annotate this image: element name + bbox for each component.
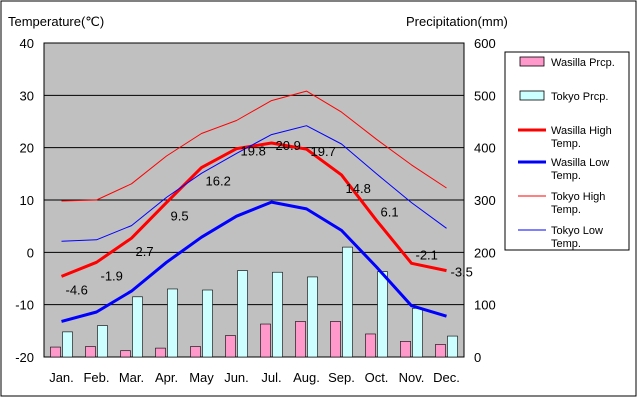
x-tick-label: Apr. (155, 370, 178, 385)
precip-bar (365, 333, 376, 358)
legend-label: Temp. (551, 170, 581, 182)
temp-data-label: 16.2 (206, 174, 231, 189)
temp-data-label: -3.5 (451, 265, 473, 280)
x-tick-label: Aug. (293, 370, 320, 385)
precip-bar (202, 289, 213, 358)
legend: Wasilla Prcp.Tokyo Prcp.Wasilla HighTemp… (518, 56, 615, 250)
right-axis-ticks: 600 500 400 300 200 100 0 (474, 36, 496, 365)
legend-swatch (519, 56, 545, 67)
legend-label: Tokyo High (551, 191, 605, 203)
right-tick-label: 100 (474, 298, 496, 313)
precip-bar (260, 323, 271, 358)
temp-data-label: -1.9 (101, 268, 123, 283)
precip-bar (400, 340, 411, 358)
gridlines (44, 94, 464, 306)
temp-line (61, 90, 447, 202)
precip-bar (377, 271, 388, 358)
x-axis-ticks: Jan. Feb. Mar. Apr. May Jun. Jul. Aug. Sep. Oct. N… (49, 370, 460, 385)
left-tick-label: 30 (20, 88, 34, 103)
precip-bar (295, 321, 306, 358)
x-tick-label: Mar. (119, 370, 144, 385)
x-tick-label: Jun. (224, 370, 249, 385)
precip-bar (190, 346, 201, 358)
left-tick-label: 10 (20, 193, 34, 208)
precip-bar (50, 346, 61, 358)
left-tick-label: -10 (15, 298, 34, 313)
precip-bar (120, 350, 131, 358)
legend-label: Temp. (551, 238, 581, 250)
temperature-lines (60, 90, 447, 323)
right-tick-label: 200 (474, 245, 496, 260)
temp-line (61, 125, 447, 242)
x-tick-label: Dec. (433, 370, 460, 385)
precip-bar (85, 346, 96, 358)
x-tick-label: May (189, 370, 214, 385)
temp-data-label: 14.8 (346, 181, 371, 196)
precip-bar (412, 308, 423, 358)
legend-label: Wasilla High (551, 125, 612, 137)
legend-label: Wasilla Prcp. (551, 57, 615, 69)
precip-bar (62, 331, 73, 358)
precip-bar (237, 270, 248, 358)
precipitation-bars (50, 246, 458, 358)
right-axis-title: Precipitation(mm) (406, 14, 508, 29)
x-tick-label: Oct. (365, 370, 389, 385)
precip-bar (97, 325, 108, 358)
right-tick-label: 600 (474, 36, 496, 51)
right-tick-label: 500 (474, 88, 496, 103)
temp-data-label: 2.7 (136, 244, 154, 259)
legend-label: Temp. (551, 138, 581, 150)
x-tick-label: Nov. (399, 370, 425, 385)
temp-data-label: 19.8 (241, 144, 266, 159)
legend-swatch (519, 90, 545, 101)
left-tick-label: -20 (15, 350, 34, 365)
legend-label: Temp. (551, 204, 581, 216)
temp-line (60, 141, 447, 278)
temp-data-label: 19.7 (311, 144, 336, 159)
left-tick-label: 40 (20, 36, 34, 51)
right-tick-label: 0 (474, 350, 481, 365)
temp-data-label: -2.1 (416, 247, 438, 262)
precip-bar (342, 246, 353, 358)
temp-data-label: -4.6 (66, 282, 88, 297)
left-axis-title: Temperature(℃) (8, 14, 104, 29)
precip-bar (155, 347, 166, 358)
legend-label: Tokyo Prcp. (551, 91, 608, 103)
x-tick-label: Jul. (261, 370, 281, 385)
x-tick-label: Sep. (328, 370, 355, 385)
precip-bar (330, 321, 341, 358)
legend-label: Tokyo Low (551, 225, 603, 237)
precip-bar (272, 271, 283, 358)
precip-bar (447, 335, 458, 358)
right-tick-label: 300 (474, 193, 496, 208)
temp-data-label: 9.5 (171, 209, 189, 224)
left-tick-label: 20 (20, 141, 34, 156)
precip-bar (132, 296, 143, 358)
precip-bar (307, 276, 318, 358)
temp-data-label: 20.9 (276, 138, 301, 153)
right-tick-label: 400 (474, 141, 496, 156)
precip-bar (225, 335, 236, 358)
x-tick-label: Feb. (83, 370, 109, 385)
temp-line (61, 200, 447, 323)
temp-data-label: 6.1 (381, 204, 399, 219)
precip-bar (435, 344, 446, 358)
legend-box (504, 51, 630, 251)
left-axis-ticks: 40 30 20 10 0 -10 -20 (15, 36, 34, 365)
legend-label: Wasilla Low (551, 157, 609, 169)
data-labels: -4.6 -1.9 2.7 9.5 16.2 19.8 20.9 19.7 14.8 6.1 -2.… (66, 138, 473, 297)
left-tick-label: 0 (27, 245, 34, 260)
x-tick-label: Jan. (49, 370, 74, 385)
precip-bar (167, 288, 178, 358)
